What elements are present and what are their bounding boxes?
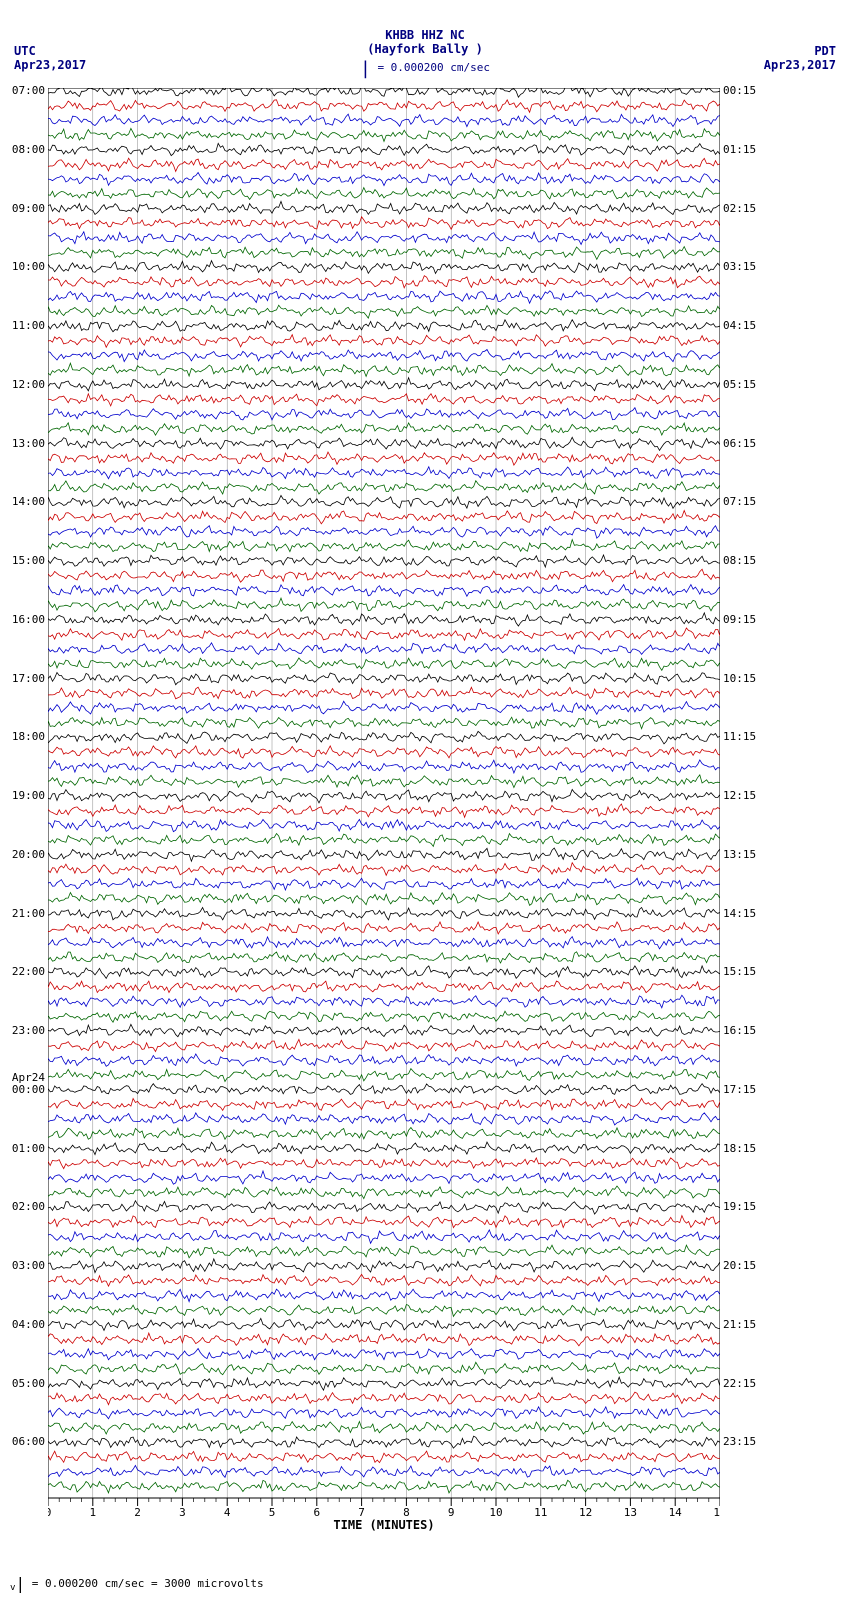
tz-left-label: UTC [14,44,36,58]
seismogram-plot [48,88,720,1498]
utc-hour-label: 09:00 [12,202,45,215]
tz-right-label: PDT [814,44,836,58]
utc-hour-label: 15:00 [12,554,45,567]
pdt-hour-label: 04:15 [723,319,756,332]
station-code: KHBB HHZ NC [0,28,850,42]
svg-text:15: 15 [713,1506,720,1518]
pdt-hour-label: 15:15 [723,965,756,978]
svg-text:7: 7 [358,1506,365,1518]
utc-hour-label: 06:00 [12,1435,45,1448]
date-right: Apr23,2017 [764,58,836,72]
svg-text:6: 6 [313,1506,320,1518]
utc-hour-label: 02:00 [12,1200,45,1213]
mid-date-label: Apr24 [12,1071,45,1084]
utc-hour-label: 01:00 [12,1142,45,1155]
svg-text:11: 11 [534,1506,547,1518]
pdt-hour-label: 03:15 [723,260,756,273]
utc-hour-label: 23:00 [12,1024,45,1037]
utc-hour-label: 11:00 [12,319,45,332]
scale-note: | = 0.000200 cm/sec [0,58,850,79]
utc-hour-label: 12:00 [12,378,45,391]
pdt-hour-label: 02:15 [723,202,756,215]
pdt-hour-label: 05:15 [723,378,756,391]
pdt-hour-label: 14:15 [723,907,756,920]
pdt-hour-label: 08:15 [723,554,756,567]
utc-hour-label: 10:00 [12,260,45,273]
utc-hour-label: 20:00 [12,848,45,861]
svg-text:1: 1 [89,1506,96,1518]
utc-hour-label: 18:00 [12,730,45,743]
utc-hour-label: 17:00 [12,672,45,685]
pdt-hour-label: 23:15 [723,1435,756,1448]
pdt-hour-label: 19:15 [723,1200,756,1213]
date-left: Apr23,2017 [14,58,86,72]
utc-hour-label: 13:00 [12,437,45,450]
pdt-hour-label: 07:15 [723,495,756,508]
svg-text:2: 2 [134,1506,141,1518]
utc-hour-label: 19:00 [12,789,45,802]
x-axis-label: TIME (MINUTES) [48,1518,720,1532]
svg-text:14: 14 [669,1506,683,1518]
pdt-hour-label: 01:15 [723,143,756,156]
pdt-hour-label: 17:15 [723,1083,756,1096]
pdt-hour-label: 06:15 [723,437,756,450]
utc-hour-label: 21:00 [12,907,45,920]
pdt-hour-label: 10:15 [723,672,756,685]
footer-scale: v| = 0.000200 cm/sec = 3000 microvolts [10,1574,264,1593]
pdt-hour-label: 13:15 [723,848,756,861]
pdt-hour-label: 21:15 [723,1318,756,1331]
x-axis: 0123456789101112131415 TIME (MINUTES) [48,1498,720,1538]
pdt-hour-label: 16:15 [723,1024,756,1037]
pdt-hour-label: 12:15 [723,789,756,802]
utc-hour-label: 05:00 [12,1377,45,1390]
pdt-hour-label: 09:15 [723,613,756,626]
utc-hour-label: 00:00 [12,1083,45,1096]
utc-hour-label: 07:00 [12,84,45,97]
pdt-hour-label: 20:15 [723,1259,756,1272]
pdt-hour-label: 11:15 [723,730,756,743]
utc-hour-label: 14:00 [12,495,45,508]
svg-text:8: 8 [403,1506,410,1518]
utc-hour-label: 08:00 [12,143,45,156]
utc-hour-label: 16:00 [12,613,45,626]
svg-text:0: 0 [48,1506,51,1518]
svg-text:12: 12 [579,1506,592,1518]
utc-hour-label: 04:00 [12,1318,45,1331]
svg-text:10: 10 [489,1506,502,1518]
svg-text:3: 3 [179,1506,186,1518]
station-location: (Hayfork Bally ) [0,42,850,56]
pdt-hour-label: 00:15 [723,84,756,97]
utc-hour-label: 03:00 [12,1259,45,1272]
svg-text:13: 13 [624,1506,637,1518]
svg-text:9: 9 [448,1506,455,1518]
pdt-hour-label: 22:15 [723,1377,756,1390]
svg-text:4: 4 [224,1506,231,1518]
svg-text:5: 5 [269,1506,276,1518]
utc-hour-label: 22:00 [12,965,45,978]
pdt-hour-label: 18:15 [723,1142,756,1155]
